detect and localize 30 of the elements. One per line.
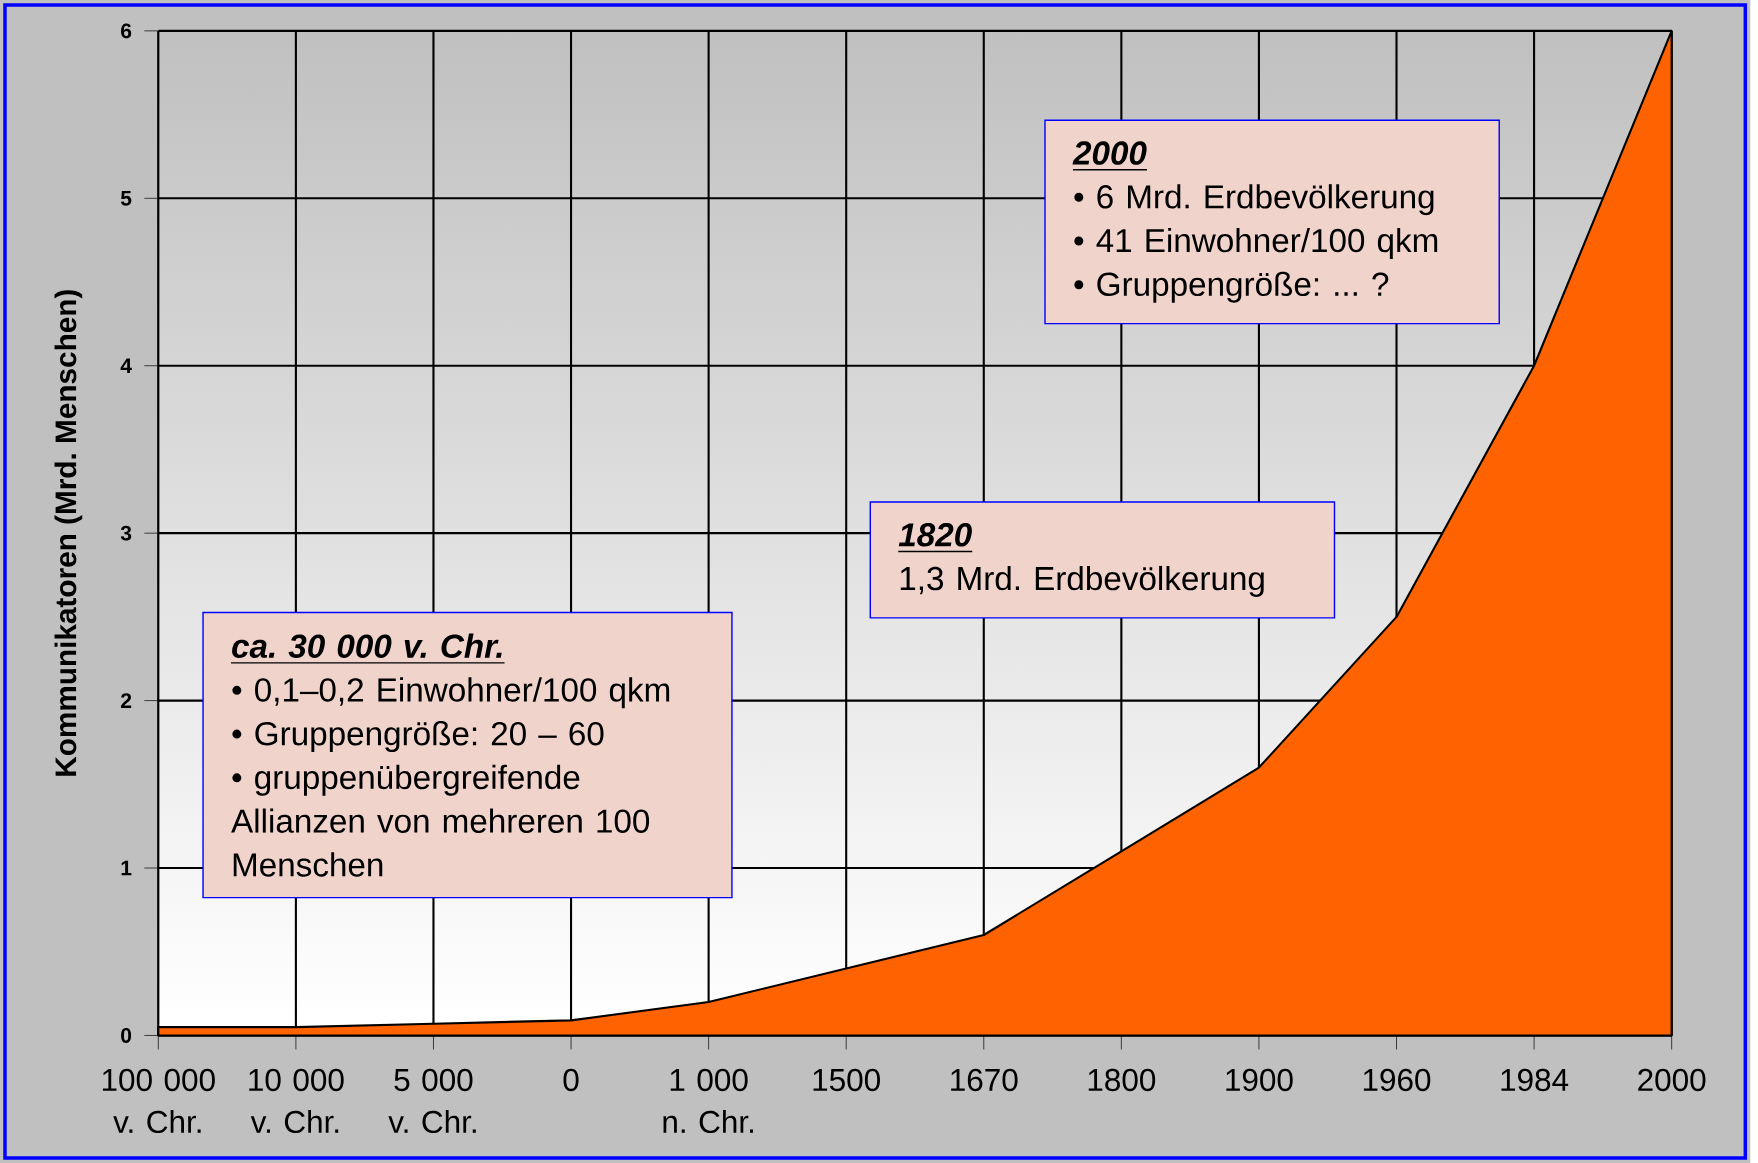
y-tick-label: 2 — [120, 693, 132, 708]
annotation: • 6 Mrd. Erdbevölkerung — [1074, 184, 1434, 216]
x-tick-label: 5 000 v. Chr. — [388, 1068, 476, 1134]
y-tick-label: 0 — [121, 1028, 132, 1043]
annotation: ca. 30 000 v. Chr. — [232, 633, 502, 659]
x-tick-label: 100 000 v. Chr. — [102, 1068, 215, 1134]
x-tick-label: 1800 — [1088, 1068, 1156, 1092]
x-tick-label: 1984 — [1501, 1068, 1569, 1092]
x-tick-label: 2000 — [1638, 1068, 1706, 1092]
y-tick-label: 4 — [120, 358, 132, 374]
x-tick-label: 1960 — [1363, 1068, 1431, 1092]
x-tick-label: 10 000 v. Chr. — [249, 1068, 344, 1134]
annotation: • Gruppengröße: 20 – 60 — [232, 721, 604, 753]
annotation: • 0,1–0,2 Einwohner/100 qkm — [232, 677, 670, 709]
y-tick-label: 1 — [121, 860, 132, 876]
y-tick-label: 6 — [121, 23, 132, 39]
y-tick-label: 3 — [120, 525, 132, 541]
x-tick-label: 1900 — [1226, 1068, 1293, 1092]
y-axis-title: Kommunikatoren (Mrd. Menschen) — [54, 290, 83, 776]
annotation: 1820 — [898, 523, 972, 547]
x-tick-label: 1 000 n. Chr. — [663, 1068, 754, 1134]
annotation: • gruppenübergreifende Allianzen von mehreren 100 Menschen — [231, 764, 650, 877]
annotation: • 41 Einwohner/100 qkm — [1074, 227, 1438, 259]
annotation: 2000 — [1072, 141, 1147, 165]
x-tick-label: 1670 — [951, 1068, 1018, 1092]
x-tick-label: 0 — [563, 1068, 579, 1092]
annotation: • Gruppengröße: ... ? — [1074, 271, 1389, 303]
x-tick-label: 1500 — [813, 1068, 880, 1092]
annotation: 1,3 Mrd. Erdbevölkerung — [900, 565, 1264, 597]
y-tick-label: 5 — [120, 191, 132, 206]
